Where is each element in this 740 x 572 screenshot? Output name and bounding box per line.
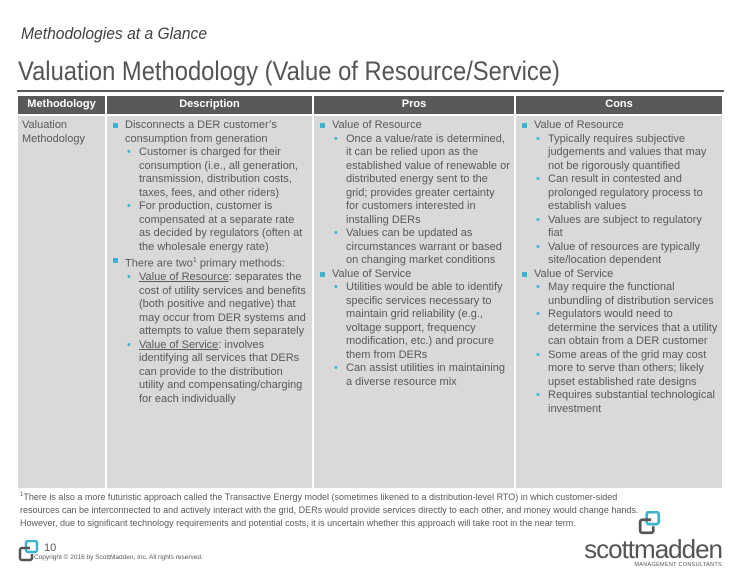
description-cell: Disconnects a DER customer’s consumption… <box>106 114 314 488</box>
list-item: Can result in contested and prolonged re… <box>520 173 718 214</box>
text: : involves identifying all services that… <box>139 338 303 405</box>
header-cons: Cons <box>515 96 722 115</box>
methodology-table: Methodology Description Pros Cons Valuat… <box>18 96 722 488</box>
company-logo: scottmadden MANAGEMENT CONSULTANTS <box>584 534 723 568</box>
list-item: Value of Resource <box>520 119 718 133</box>
list-item: Requires substantial technological inves… <box>520 389 718 416</box>
header-pros: Pros <box>313 96 516 115</box>
methodology-cell: Valuation Methodology <box>18 114 107 488</box>
page-number: 10 <box>44 542 57 554</box>
footnote-marker: 1 <box>20 492 24 498</box>
list-item: For production, customer is compensated … <box>111 200 308 254</box>
footnote: 1There is also a more futuristic approac… <box>20 489 640 530</box>
list-item: Disconnects a DER customer’s consumption… <box>111 119 308 146</box>
footnote-text: There is also a more futuristic approach… <box>20 492 639 528</box>
list-item: Utilities would be able to identify spec… <box>318 281 510 362</box>
text: There are two <box>125 257 193 270</box>
logo-wordmark: scottmadden <box>584 534 723 564</box>
logo-mark-icon <box>638 511 661 535</box>
list-item: Value of Service <box>318 268 510 282</box>
text: : separates the cost of utility services… <box>139 271 306 338</box>
footnote-ref: 1 <box>192 257 197 264</box>
header-methodology: Methodology <box>18 96 107 115</box>
list-item: Once a value/rate is determined, it can … <box>318 133 510 228</box>
cons-cell: Value of Resource Typically requires sub… <box>515 114 722 488</box>
list-item: Values can be updated as circumstances w… <box>318 227 510 268</box>
list-item: Value of Resource <box>318 119 510 133</box>
list-item: May require the functional unbundling of… <box>520 281 718 308</box>
list-item: Value of Service: involves identifying a… <box>111 339 308 407</box>
pros-cell: Value of Resource Once a value/rate is d… <box>313 114 516 488</box>
list-item: Some areas of the grid may cost more to … <box>520 349 718 390</box>
section-subtitle: Methodologies at a Glance <box>21 24 208 43</box>
logo-tagline: MANAGEMENT CONSULTANTS <box>634 562 722 568</box>
title-divider <box>17 90 724 92</box>
table-row: Valuation Methodology Disconnects a DER … <box>18 114 722 488</box>
header-description: Description <box>106 96 314 115</box>
method-label: Value of Resource <box>139 271 229 284</box>
list-item: Can assist utilities in maintaining a di… <box>318 362 510 389</box>
list-item: Value of Resource: separates the cost of… <box>111 271 308 339</box>
logo-mark-icon <box>18 540 39 562</box>
list-item: Typically requires subjective judgements… <box>520 133 718 174</box>
list-item: Regulators would need to determine the s… <box>520 308 718 349</box>
copyright: Copyright © 2016 by ScottMadden, Inc. Al… <box>34 554 203 561</box>
text: primary methods: <box>196 257 285 270</box>
list-item: Values are subject to regulatory fiat <box>520 214 718 241</box>
list-item: Customer is charged for their consumptio… <box>111 146 308 200</box>
list-item: Value of Service <box>520 268 718 282</box>
list-item: Value of resources are typically site/lo… <box>520 241 718 268</box>
page-title: Valuation Methodology (Value of Resource… <box>18 56 560 86</box>
list-item: There are two1 primary methods: <box>111 254 308 271</box>
method-label: Value of Service <box>139 338 219 351</box>
table-header-row: Methodology Description Pros Cons <box>18 96 722 115</box>
